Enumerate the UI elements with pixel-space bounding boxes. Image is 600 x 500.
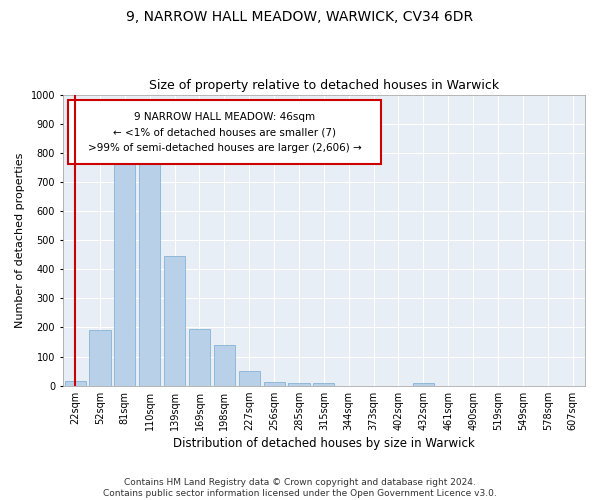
Y-axis label: Number of detached properties: Number of detached properties [15,152,25,328]
Bar [164,256,185,386]
Bar [413,383,434,386]
X-axis label: Distribution of detached houses by size in Warwick: Distribution of detached houses by size … [173,437,475,450]
Bar [289,383,310,386]
Title: Size of property relative to detached houses in Warwick: Size of property relative to detached ho… [149,79,499,92]
Bar [189,329,210,386]
Bar [65,382,86,386]
Bar [313,383,334,386]
Bar [139,156,160,386]
Text: 9 NARROW HALL MEADOW: 46sqm
← <1% of detached houses are smaller (7)
>99% of sem: 9 NARROW HALL MEADOW: 46sqm ← <1% of det… [88,112,361,153]
Text: 9, NARROW HALL MEADOW, WARWICK, CV34 6DR: 9, NARROW HALL MEADOW, WARWICK, CV34 6DR [127,10,473,24]
Text: Contains HM Land Registry data © Crown copyright and database right 2024.
Contai: Contains HM Land Registry data © Crown c… [103,478,497,498]
Bar [239,371,260,386]
Bar [115,156,136,386]
FancyBboxPatch shape [68,100,382,164]
Bar [214,345,235,386]
Bar [89,330,110,386]
Bar [263,382,284,386]
